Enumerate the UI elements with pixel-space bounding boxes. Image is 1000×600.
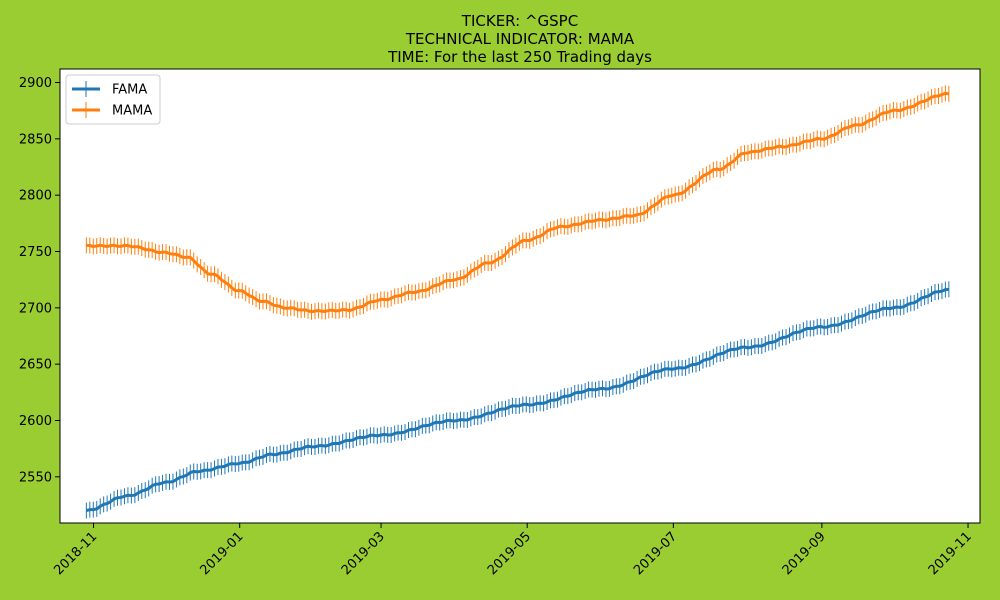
y-tick-label: 2800: [19, 189, 52, 204]
plot-frame: [59, 68, 981, 524]
legend-label: FAMA: [112, 83, 147, 98]
x-tick-label: 2018-11: [51, 529, 100, 578]
series-markers-mama: [85, 85, 950, 320]
x-tick-label: 2019-03: [339, 529, 388, 578]
series-layer: [85, 85, 950, 519]
y-tick-label: 2750: [19, 245, 52, 260]
x-tick-label: 2019-05: [485, 529, 534, 578]
x-tick-label: 2019-09: [780, 529, 829, 578]
y-tick-label: 2650: [19, 358, 52, 373]
x-tick-label: 2019-01: [197, 529, 246, 578]
y-tick-label: 2850: [19, 132, 52, 147]
legend-item-mama: MAMA: [72, 102, 152, 119]
series-markers-fama: [85, 281, 950, 519]
plot-area: [60, 69, 980, 523]
series-line-fama: [85, 287, 949, 513]
legend-item-fama: FAMA: [72, 81, 147, 98]
title-line-2: TECHNICAL INDICATOR: MAMA: [405, 30, 635, 48]
y-tick-label: 2550: [19, 470, 52, 485]
legend-label: MAMA: [112, 104, 152, 119]
title-line-1: TICKER: ^GSPC: [461, 12, 578, 30]
y-tick-label: 2900: [19, 76, 52, 91]
legend-box: [65, 74, 161, 125]
legend: FAMA MAMA: [65, 74, 161, 125]
chart-title: TICKER: ^GSPC TECHNICAL INDICATOR: MAMA …: [387, 12, 652, 66]
x-tick-label: 2019-07: [631, 529, 680, 578]
title-line-3: TIME: For the last 250 Trading days: [387, 48, 652, 66]
series-line-mama: [86, 91, 950, 314]
series-fama: [85, 281, 950, 519]
series-mama: [85, 85, 950, 320]
y-tick-label: 2700: [19, 301, 52, 316]
x-tick-label: 2019-11: [926, 529, 975, 578]
y-tick-label: 2600: [19, 414, 52, 429]
